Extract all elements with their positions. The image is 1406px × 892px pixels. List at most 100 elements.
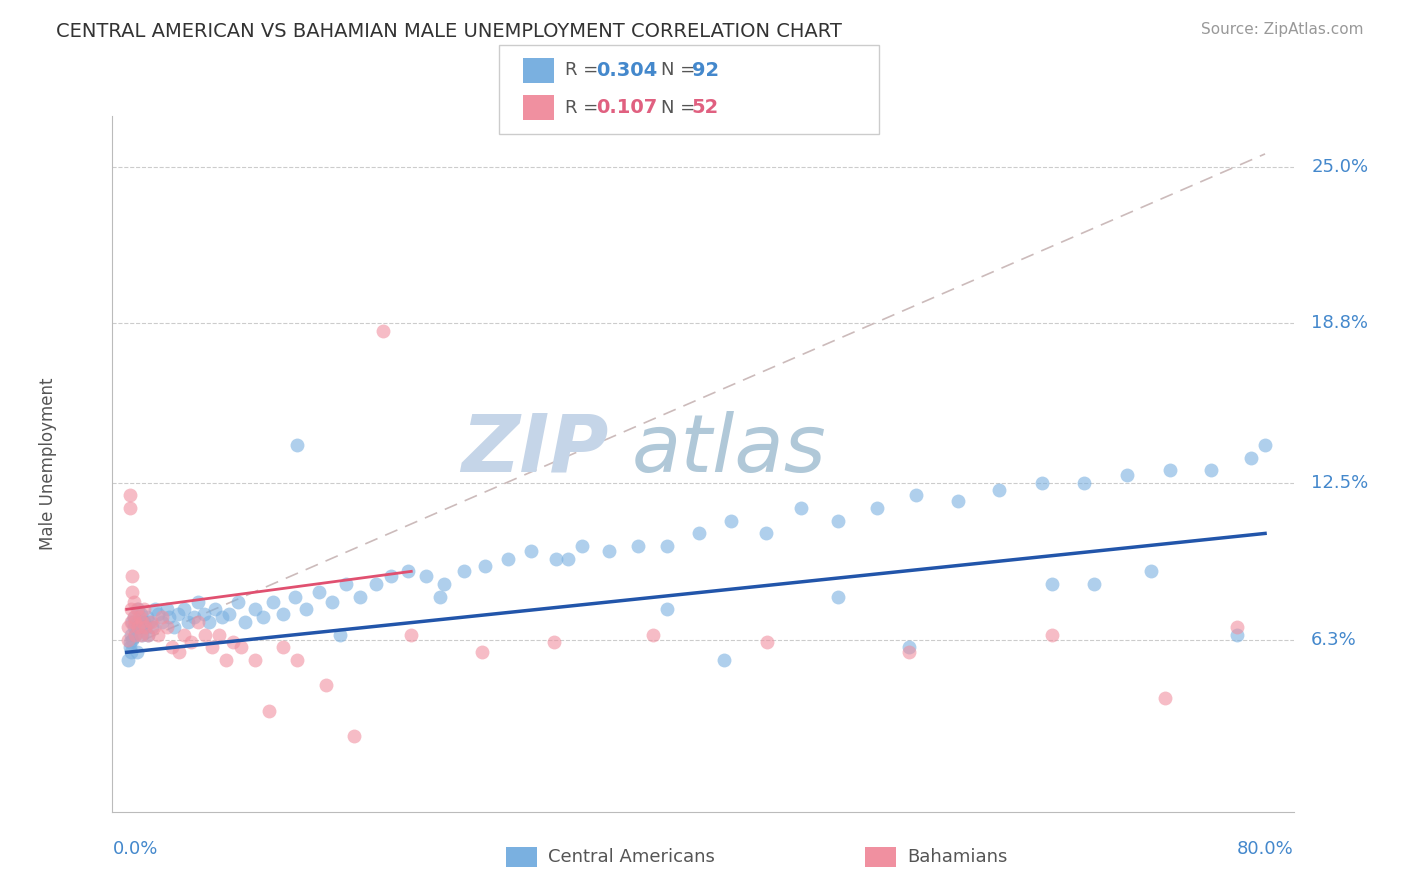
Point (118, 635, 141, 649)
Point (162, 640, 184, 655)
Point (329, 627, 352, 641)
Point (898, 645, 921, 659)
Point (827, 514, 849, 528)
Point (125, 645, 148, 659)
Point (124, 627, 146, 641)
Text: 0.304: 0.304 (596, 61, 658, 80)
Point (284, 590, 307, 604)
Point (271, 640, 294, 655)
Point (1083, 577, 1105, 591)
Point (122, 610, 145, 624)
Point (157, 610, 180, 624)
Point (124, 627, 146, 641)
Point (136, 627, 159, 641)
Point (905, 488, 928, 502)
Point (122, 620, 145, 634)
Point (398, 565, 420, 579)
Point (643, 627, 665, 641)
Point (1040, 577, 1063, 591)
Point (657, 602, 679, 616)
Text: 0.107: 0.107 (596, 98, 658, 118)
Point (143, 602, 166, 616)
Point (401, 627, 423, 641)
Point (163, 620, 186, 634)
Text: atlas: atlas (633, 411, 827, 489)
Text: R =: R = (565, 62, 605, 79)
Point (135, 610, 157, 624)
Point (257, 704, 280, 718)
Point (129, 607, 152, 622)
Point (155, 620, 177, 634)
Point (520, 544, 543, 558)
Point (287, 653, 309, 667)
Point (1254, 438, 1277, 452)
Text: ZIP: ZIP (461, 411, 609, 489)
Point (194, 627, 217, 641)
Point (315, 678, 337, 692)
Point (201, 640, 224, 655)
Point (125, 615, 148, 629)
Point (127, 620, 149, 634)
Point (287, 438, 309, 452)
Text: 80.0%: 80.0% (1237, 839, 1294, 857)
Point (243, 602, 266, 616)
Point (120, 602, 142, 616)
Point (117, 632, 139, 647)
Point (720, 514, 742, 528)
Point (790, 501, 813, 516)
Point (183, 610, 205, 624)
Point (713, 653, 735, 667)
Text: CENTRAL AMERICAN VS BAHAMIAN MALE UNEMPLOYMENT CORRELATION CHART: CENTRAL AMERICAN VS BAHAMIAN MALE UNEMPL… (56, 22, 842, 41)
Point (204, 602, 226, 616)
Point (193, 607, 215, 622)
Point (132, 615, 155, 629)
Point (118, 501, 141, 516)
Point (155, 602, 177, 616)
Point (1226, 620, 1249, 634)
Point (118, 640, 141, 655)
Point (120, 645, 142, 659)
Text: 6.3%: 6.3% (1312, 631, 1357, 648)
Point (117, 620, 139, 634)
Text: 92: 92 (692, 61, 718, 80)
Point (988, 483, 1011, 498)
Point (755, 526, 778, 541)
Text: N =: N = (661, 99, 700, 117)
Point (142, 620, 165, 634)
Text: Bahamians: Bahamians (907, 848, 1007, 866)
Point (169, 645, 191, 659)
Point (946, 493, 969, 508)
Point (187, 615, 209, 629)
Point (626, 539, 648, 553)
Point (141, 620, 163, 634)
Point (571, 539, 593, 553)
Text: Source: ZipAtlas.com: Source: ZipAtlas.com (1201, 22, 1364, 37)
Text: Central Americans: Central Americans (548, 848, 716, 866)
Point (121, 584, 143, 599)
Point (136, 627, 159, 641)
Point (122, 610, 145, 624)
Point (657, 539, 679, 553)
Point (211, 610, 233, 624)
Point (131, 615, 153, 629)
Point (139, 615, 162, 629)
Point (474, 559, 496, 574)
Point (146, 627, 169, 641)
Point (128, 610, 150, 624)
Point (131, 627, 153, 641)
Point (546, 551, 568, 566)
Point (150, 610, 173, 624)
Point (433, 577, 456, 591)
Point (343, 729, 366, 743)
Point (187, 595, 209, 609)
Point (215, 653, 238, 667)
Point (349, 590, 371, 604)
Point (127, 602, 149, 616)
Point (1116, 468, 1139, 483)
Point (177, 615, 200, 629)
Point (138, 615, 160, 629)
Point (243, 653, 266, 667)
Point (453, 565, 475, 579)
Point (252, 610, 274, 624)
Point (898, 640, 921, 655)
